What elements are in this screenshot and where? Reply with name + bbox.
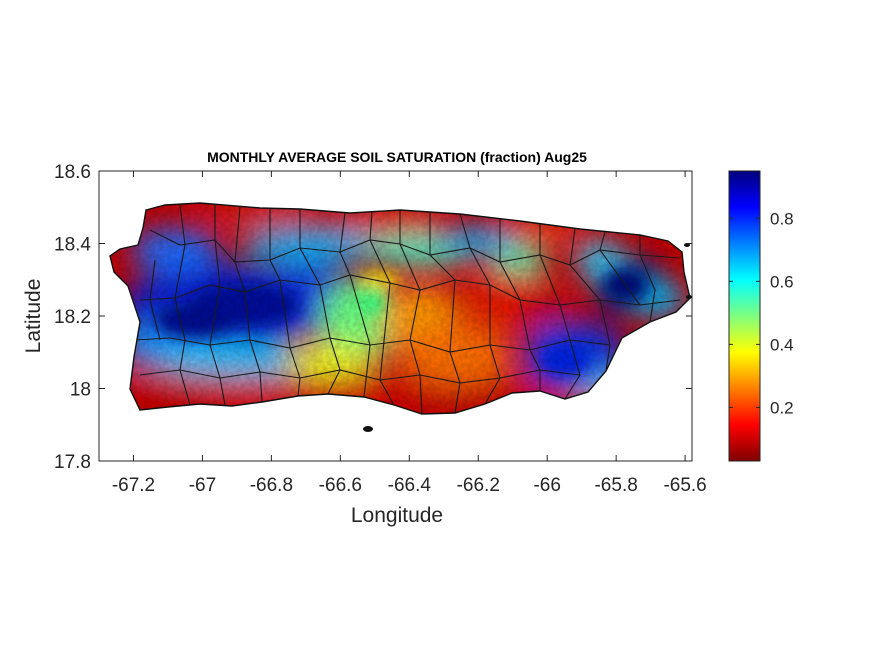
colorbar-tick-label: 0.8 [770,209,794,228]
x-tick-label: -67 [189,475,216,496]
y-tick-label: 18 [70,380,91,401]
colorbar-tick-label: 0.4 [770,335,794,354]
y-axis-label: Latitude [22,279,45,354]
colorbar-tick-label: 0.2 [770,398,794,417]
plot-title: MONTHLY AVERAGE SOIL SATURATION (fractio… [207,149,587,165]
colorbar [728,170,761,462]
islet [686,295,692,299]
colorbar-tick-label: 0.6 [770,272,794,291]
x-tick-label: -66.6 [319,475,362,496]
x-tick-label: -65.8 [594,475,637,496]
y-axis-ticks: 17.8 18 18.2 18.4 18.6 [54,162,692,473]
x-tick-label: -67.2 [112,475,155,496]
x-tick-label: -66.8 [250,475,293,496]
islet [363,426,373,432]
x-tick-label: -66.4 [388,475,432,496]
y-tick-label: 18.4 [54,235,91,256]
y-tick-label: 17.8 [54,452,91,473]
x-tick-label: -66 [533,475,560,496]
colorbar-ticks: 0.2 0.4 0.6 0.8 [729,209,794,417]
municipality-boundaries [134,204,681,414]
x-tick-label: -65.6 [663,475,706,496]
y-tick-label: 18.6 [54,162,91,183]
x-axis-ticks: -67.2 -67 -66.8 -66.6 -66.4 -66.2 -66 -65.8 -65.… [112,171,707,496]
y-tick-label: 18.2 [54,307,91,328]
x-tick-label: -66.2 [457,475,500,496]
x-axis-label: Longitude [351,504,443,527]
